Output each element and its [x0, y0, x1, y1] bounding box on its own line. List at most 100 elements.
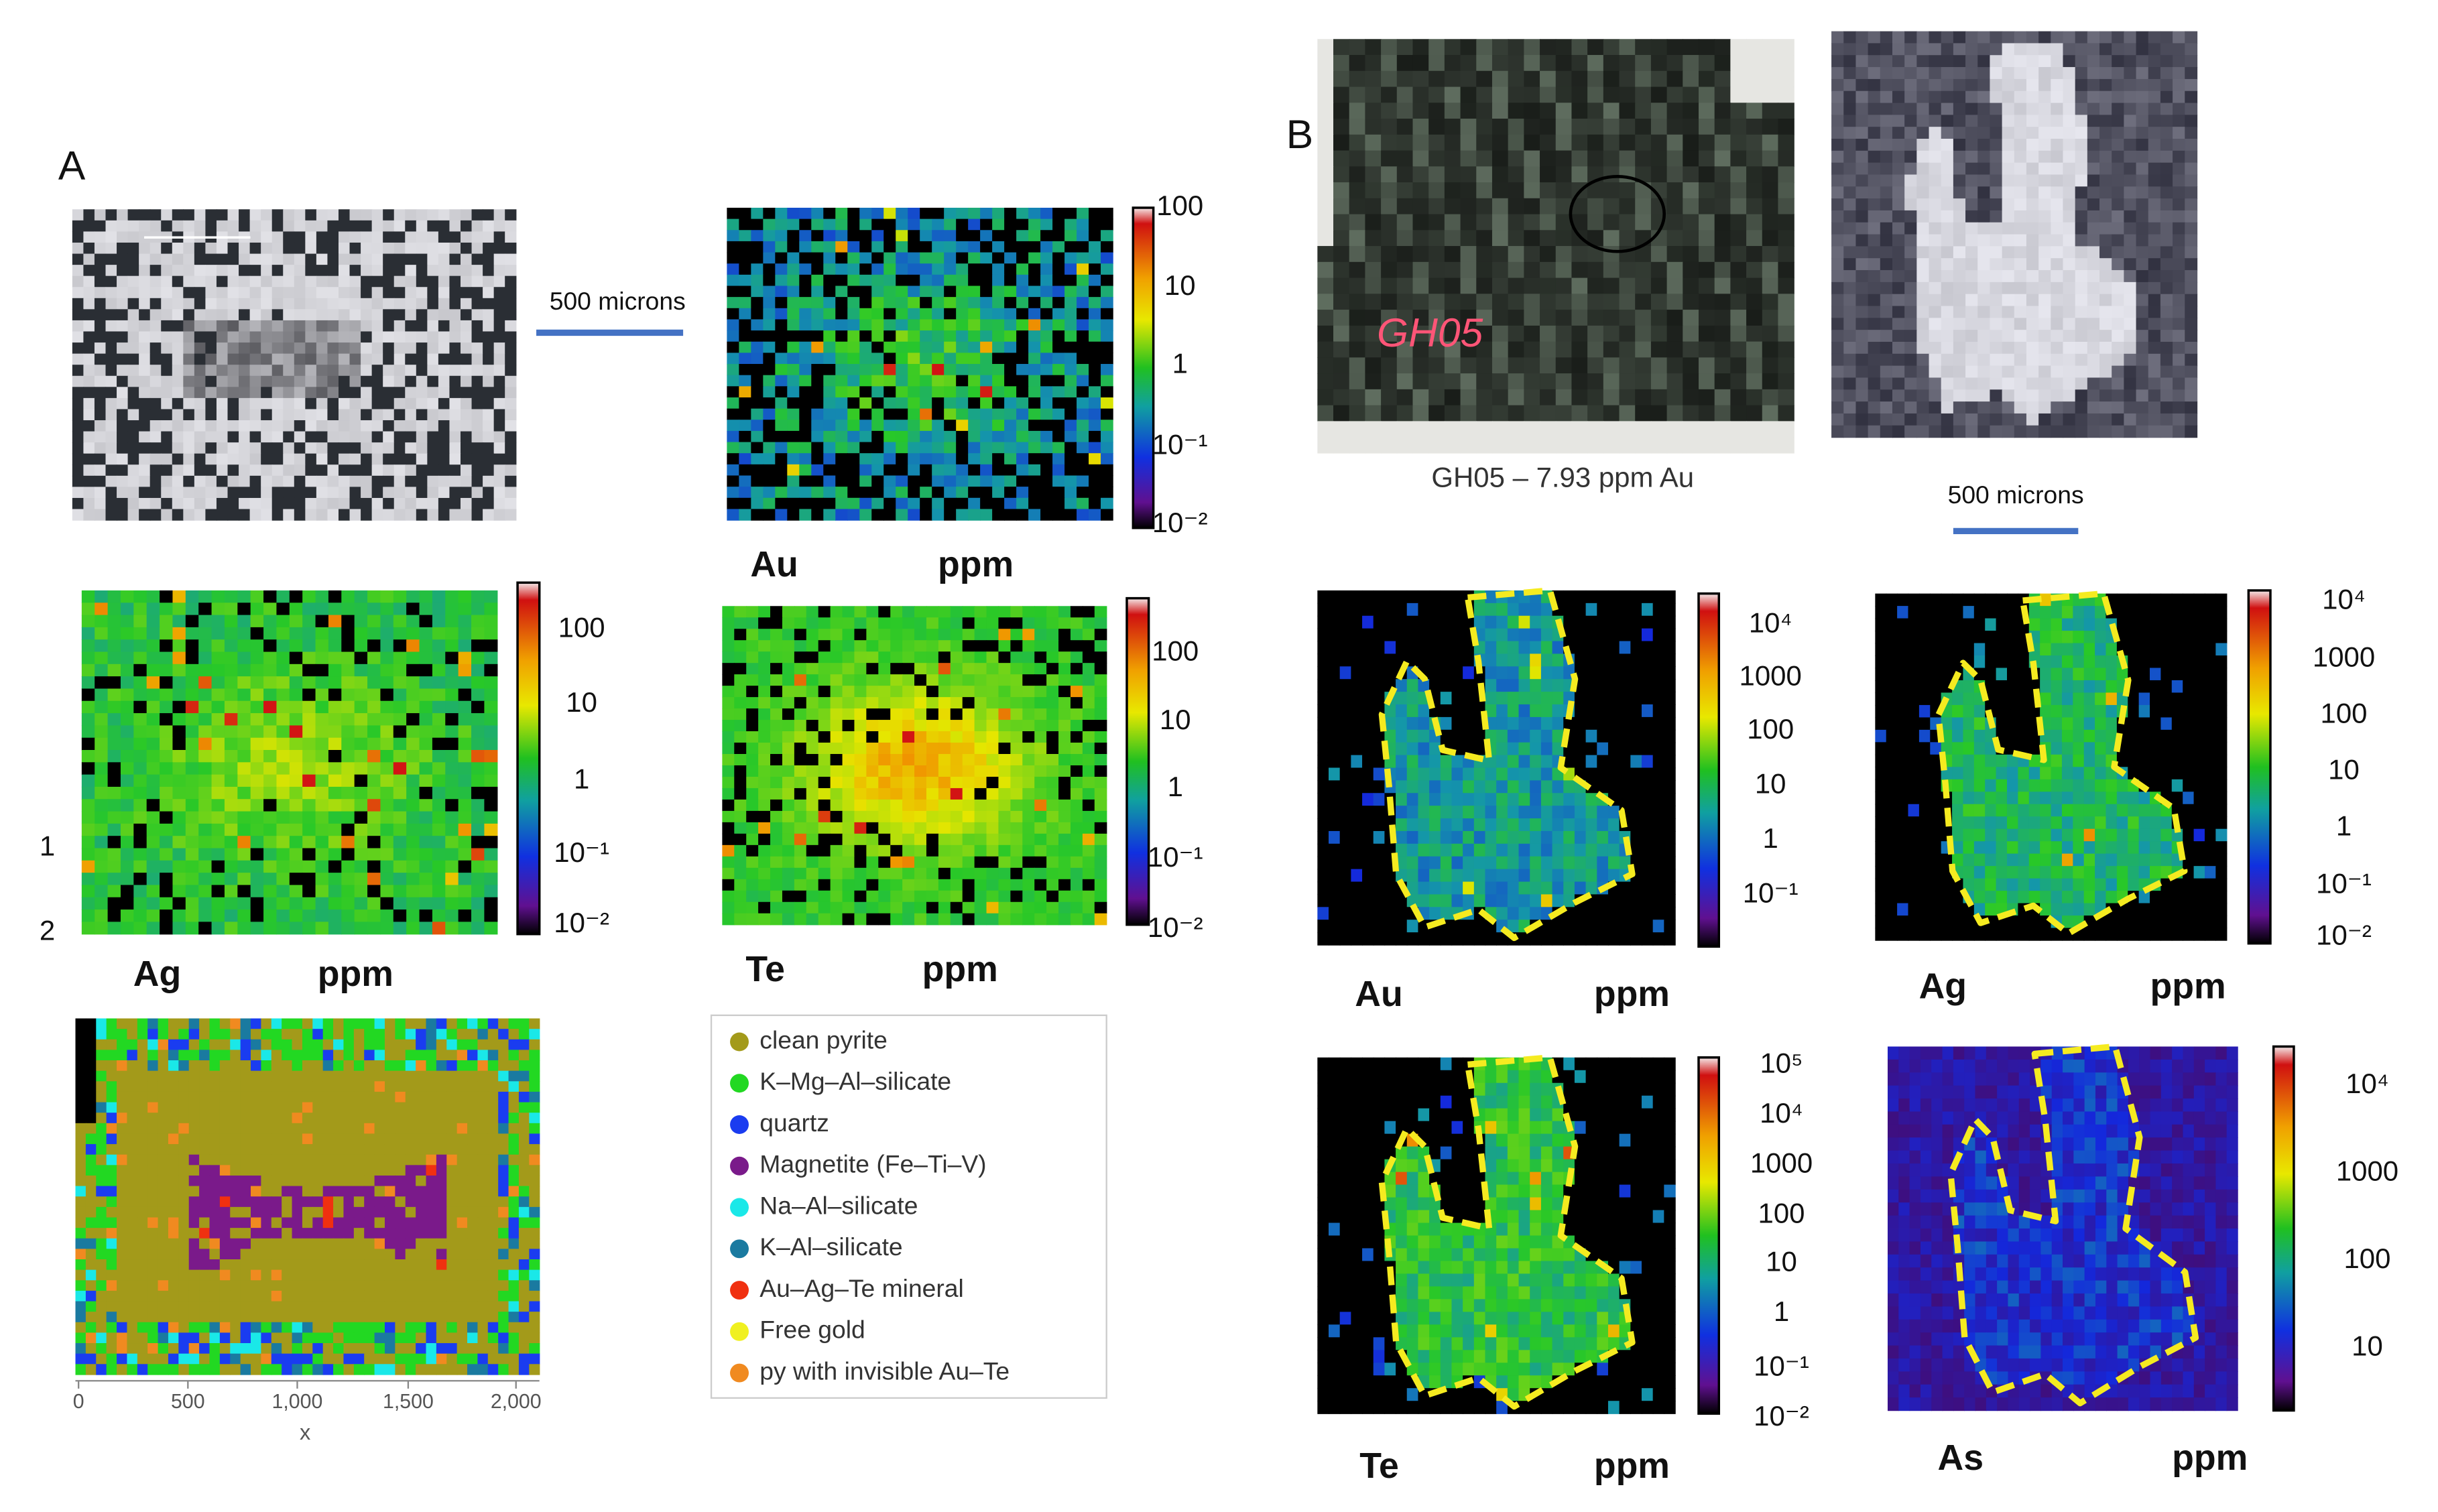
- pixel: [1317, 1121, 1329, 1135]
- pixel: [818, 640, 831, 652]
- pixel: [160, 713, 174, 727]
- pixel: [806, 867, 819, 880]
- pixel: [1908, 841, 1920, 855]
- pixel: [914, 720, 927, 732]
- pixel: [1485, 843, 1497, 857]
- pixel: [751, 497, 764, 510]
- pixel: [406, 700, 420, 714]
- pixel: [1530, 679, 1542, 692]
- pixel: [328, 639, 342, 653]
- pixel: [484, 603, 498, 616]
- pixel: [727, 207, 740, 220]
- pixel: [890, 697, 903, 709]
- pixel: [1641, 806, 1654, 819]
- pixel: [1641, 755, 1654, 769]
- pixel: [1607, 1095, 1620, 1109]
- pixel: [2193, 767, 2205, 780]
- pixel: [2150, 643, 2162, 656]
- pixel: [1010, 799, 1023, 812]
- pixel: [1317, 869, 1329, 883]
- pixel: [2018, 866, 2030, 879]
- pixel: [811, 386, 824, 398]
- pixel: [1101, 442, 1113, 454]
- pixel: [2095, 779, 2107, 792]
- pixel: [842, 640, 855, 652]
- pixel: [2183, 841, 2195, 855]
- pixel: [818, 708, 831, 720]
- pixel: [1351, 755, 1363, 769]
- pixel: [2116, 804, 2128, 817]
- pixel: [1930, 853, 1942, 867]
- pixel: [950, 629, 963, 641]
- pixel: [1585, 907, 1597, 920]
- pixel: [739, 497, 752, 510]
- pixel: [896, 319, 908, 331]
- pixel: [842, 765, 855, 777]
- pixel: [1429, 780, 1441, 794]
- pixel: [799, 263, 812, 275]
- pixel: [2028, 816, 2040, 830]
- pixel: [914, 776, 927, 789]
- pixel: [1406, 1082, 1419, 1096]
- pixel: [938, 743, 951, 755]
- pixel: [1552, 856, 1564, 870]
- pixel: [1507, 666, 1520, 680]
- pixel: [1362, 1082, 1374, 1096]
- pixel: [1641, 1222, 1654, 1237]
- pixel: [1451, 818, 1463, 832]
- pixel: [2040, 792, 2052, 805]
- pixel: [1941, 878, 1953, 891]
- pixel: [2006, 692, 2019, 706]
- pixel: [1897, 828, 1909, 842]
- pixel: [1362, 1235, 1374, 1249]
- pixel: [1563, 1082, 1575, 1096]
- pixel: [734, 731, 747, 743]
- pixel: [1941, 928, 1953, 941]
- pixel: [871, 497, 884, 510]
- pixel: [1034, 629, 1047, 641]
- pixel: [237, 603, 251, 616]
- pixel: [1373, 920, 1386, 933]
- pixel: [471, 897, 485, 910]
- pixel: [1384, 1133, 1396, 1147]
- pixel: [1058, 753, 1071, 766]
- pixel: [185, 725, 199, 739]
- pixel: [302, 615, 316, 628]
- pixel: [842, 743, 855, 755]
- pixel: [2095, 680, 2107, 694]
- pixel: [787, 397, 800, 410]
- pixel: [1406, 780, 1419, 794]
- pixel: [986, 617, 999, 629]
- pixel: [1540, 1159, 1553, 1173]
- pixel: [1619, 1108, 1632, 1122]
- pixel: [1886, 878, 1898, 891]
- pixel: [920, 218, 932, 231]
- pixel: [842, 776, 855, 789]
- pixel: [1507, 894, 1520, 908]
- pixel: [794, 913, 807, 926]
- pixel: [2128, 878, 2140, 891]
- pixel: [224, 885, 239, 898]
- pixel: [1530, 932, 1542, 946]
- pixel: [902, 617, 915, 629]
- pixel: [782, 867, 795, 880]
- pixel: [120, 750, 135, 763]
- pixel: [799, 487, 812, 499]
- pixel: [484, 873, 498, 886]
- pixel: [811, 453, 824, 465]
- pixel: [354, 713, 368, 727]
- pixel: [289, 786, 303, 800]
- pixel: [1985, 692, 1997, 706]
- pixel: [406, 590, 420, 603]
- pixel: [782, 822, 795, 834]
- pixel: [1641, 1159, 1654, 1173]
- pixel: [1652, 1184, 1665, 1198]
- pixel: [1597, 894, 1609, 908]
- pixel: [920, 241, 932, 253]
- pixel: [1406, 590, 1419, 604]
- pixel: [120, 627, 135, 640]
- pixel: [914, 731, 927, 743]
- pixel: [763, 408, 776, 420]
- pixel: [185, 848, 199, 861]
- pixel: [1507, 729, 1520, 743]
